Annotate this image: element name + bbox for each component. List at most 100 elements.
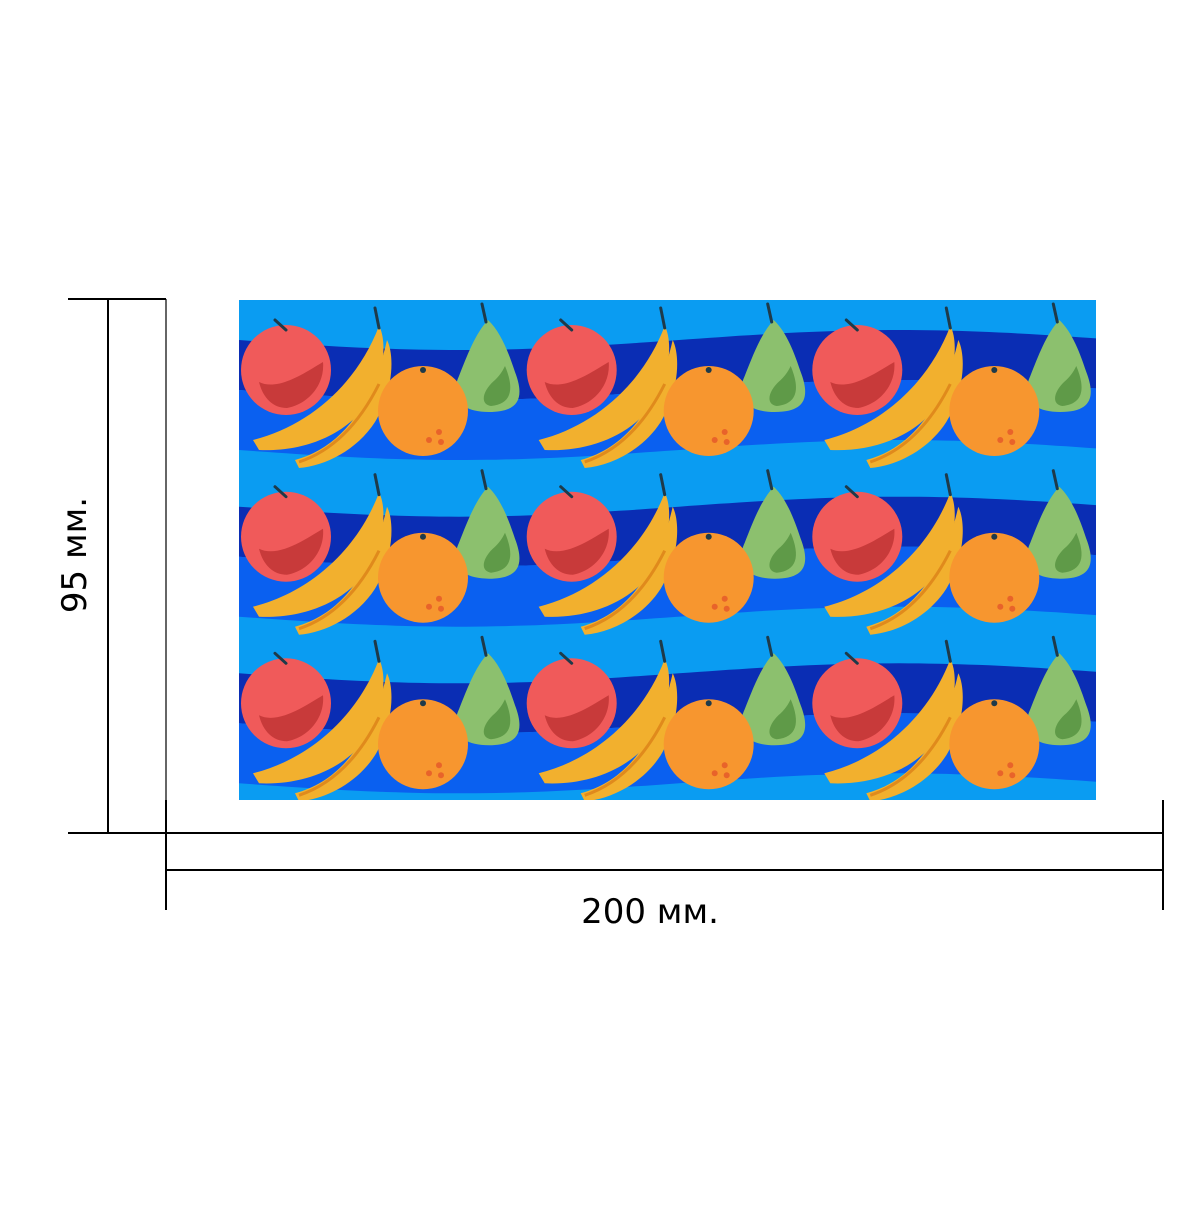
fruit-tile [812, 302, 1091, 468]
apple-shade [259, 362, 324, 408]
banana [538, 639, 678, 800]
orange-dot [723, 605, 730, 612]
banana-back [824, 326, 955, 451]
apple-stem [273, 651, 288, 665]
orange-stem [991, 700, 998, 707]
orange-dot [1009, 439, 1016, 445]
banana [824, 639, 963, 800]
orange-dot [1009, 772, 1016, 779]
fruit-tile [526, 302, 806, 468]
apple [812, 485, 903, 582]
pear-shade [483, 699, 511, 740]
banana-back [253, 659, 384, 784]
orange-dot [997, 603, 1004, 610]
pear [455, 469, 520, 579]
banana-front [866, 673, 963, 800]
fruit-tile [241, 635, 520, 800]
apple [812, 318, 903, 415]
pear [455, 635, 520, 746]
pear-stem [480, 469, 488, 491]
orange-dot [721, 429, 728, 435]
banana-stem [373, 639, 381, 663]
orange-dot [438, 439, 444, 445]
pear-shade [1055, 699, 1082, 740]
apple [241, 485, 331, 582]
orange-body [949, 699, 1040, 790]
orange-dot [997, 770, 1004, 777]
orange-stem [705, 533, 712, 540]
banana [253, 639, 392, 800]
orange-stem [991, 533, 998, 540]
orange-dot [711, 770, 718, 777]
orange [378, 532, 468, 623]
orange-body [378, 366, 468, 456]
banana-shade [869, 550, 952, 631]
orange [663, 532, 754, 623]
pear-stem [766, 469, 774, 491]
apple-stem [559, 318, 574, 332]
orange-dot [438, 772, 444, 779]
banana-shade [869, 716, 952, 797]
pear-shade [1055, 366, 1082, 406]
orange [663, 699, 754, 790]
orange-dot [1007, 595, 1014, 602]
pear-shade [1055, 532, 1082, 573]
banana-back [824, 659, 955, 784]
banana-front [580, 673, 678, 800]
pear-shade [769, 366, 796, 406]
orange [378, 366, 468, 456]
apple-shade [259, 528, 324, 575]
apple-stem [559, 651, 574, 665]
fruit-tile [526, 469, 806, 635]
fruit-tile [526, 635, 806, 800]
banana-back [538, 326, 670, 451]
width-dimension [165, 800, 1164, 910]
apple-shade [259, 695, 324, 742]
orange-body [949, 532, 1040, 623]
banana-shade [869, 383, 952, 464]
apple-stem [844, 651, 859, 665]
apple [241, 318, 331, 415]
apple-shade [544, 362, 609, 408]
pear [455, 302, 520, 412]
banana [824, 306, 963, 468]
orange-dot [436, 429, 442, 435]
apple [526, 651, 617, 749]
orange [378, 699, 468, 790]
apple-stem [273, 318, 288, 332]
pear-shade [769, 532, 796, 573]
fruit-tile [812, 635, 1091, 800]
apple-stem [273, 485, 288, 499]
pear-shade [483, 366, 511, 406]
orange-body [378, 699, 468, 790]
orange-dot [723, 772, 730, 779]
banana-shade [298, 383, 381, 464]
orange-body [663, 699, 754, 790]
banana-shade [298, 550, 381, 631]
banana [824, 473, 963, 635]
orange-dot [1007, 429, 1014, 435]
apple-shade [544, 528, 609, 575]
orange-dot [1007, 762, 1014, 769]
orange-stem [420, 533, 426, 540]
banana-back [824, 492, 955, 617]
pear [1026, 302, 1091, 412]
apple-shade [830, 695, 895, 742]
apple-shade [544, 695, 609, 742]
apple [812, 651, 903, 749]
height-dimension [68, 298, 167, 834]
apple [241, 651, 331, 749]
banana-front [295, 506, 392, 635]
banana-front [295, 340, 392, 468]
orange-body [949, 366, 1040, 456]
fruit-pattern-panel [239, 300, 1096, 800]
banana-stem [944, 306, 952, 330]
banana-front [295, 673, 392, 800]
banana-stem [373, 473, 381, 497]
fruit-tiles [241, 302, 1091, 800]
banana-stem [659, 639, 667, 663]
apple [526, 485, 617, 582]
orange-stem [420, 367, 426, 373]
banana-stem [659, 306, 667, 330]
